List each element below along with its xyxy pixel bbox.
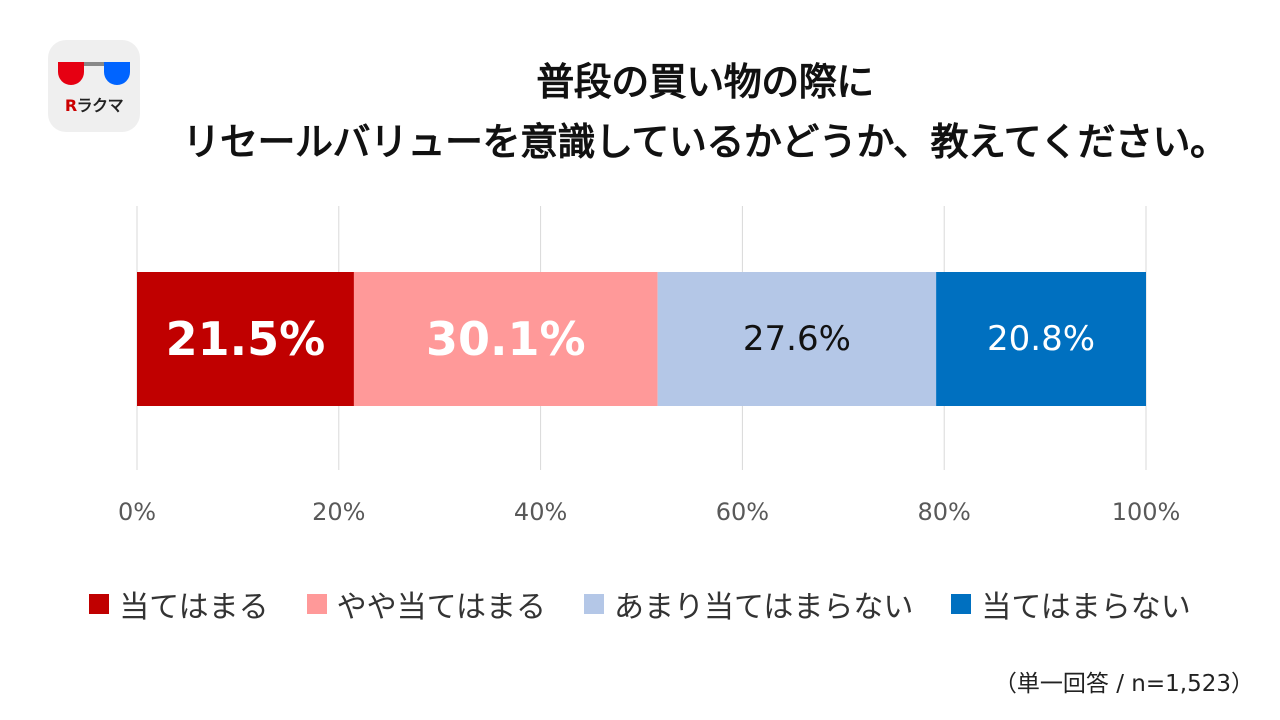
legend-label-1: 当てはまる <box>119 590 269 625</box>
brand-name: Rラクマ <box>48 92 140 116</box>
legend-item-3: あまり当てはまらない <box>584 582 913 626</box>
x-tick-label-1: 0% <box>118 498 156 526</box>
data-label-1: 21.5% <box>166 312 326 366</box>
legend-swatch-2 <box>306 594 327 614</box>
bar-segment-3 <box>657 272 937 406</box>
bar-segment-2 <box>353 272 658 406</box>
x-tick-label-3: 40% <box>514 498 567 526</box>
legend-label-3: あまり当てはまらない <box>614 590 914 625</box>
legend-swatch-4 <box>951 594 972 614</box>
legend-item-4: 当てはまらない <box>951 582 1191 626</box>
legend-swatch-3 <box>584 594 604 614</box>
legend-label-2: やや当てはまる <box>336 590 546 625</box>
x-tick-label-6: 100% <box>1112 498 1181 526</box>
chart-title-line-2: リセールバリューを意識しているかどうか、教えてください。 <box>182 120 1228 164</box>
data-label-4: 20.8% <box>987 319 1095 359</box>
legend-item-2: やや当てはまる <box>306 582 546 626</box>
brand-text: ラクマ <box>76 96 124 115</box>
chart-title-line-1: 普段の買い物の際に <box>536 60 874 104</box>
legend-swatch-1 <box>89 594 110 614</box>
survey-note: （単一回答 / n=1,523） <box>993 671 1254 697</box>
bar-segment-1 <box>137 272 354 406</box>
x-tick-label-4: 60% <box>716 498 769 526</box>
x-tick-label-5: 80% <box>918 498 971 526</box>
brand-mark: R <box>64 96 77 115</box>
chart-legend: 当てはまる やや当てはまる あまり当てはまらない 当てはまらない <box>0 582 1280 626</box>
chart-title: 普段の買い物の際に リセールバリューを意識しているかどうか、教えてください。 <box>150 52 1260 172</box>
legend-item-1: 当てはまる <box>89 582 269 626</box>
x-tick-label-2: 20% <box>312 498 365 526</box>
data-label-2: 30.1% <box>426 312 586 366</box>
app-logo: Rラクマ <box>48 40 140 132</box>
data-label-3: 27.6% <box>743 319 851 359</box>
glasses-icon <box>58 62 130 85</box>
legend-label-4: 当てはまらない <box>981 590 1191 625</box>
stacked-bar-chart: 0% 20% 40% 60% 80% 100% 21.5% 30.1% 27.6% 20.8% <box>118 206 1181 526</box>
bar-segment-4 <box>936 272 1146 406</box>
